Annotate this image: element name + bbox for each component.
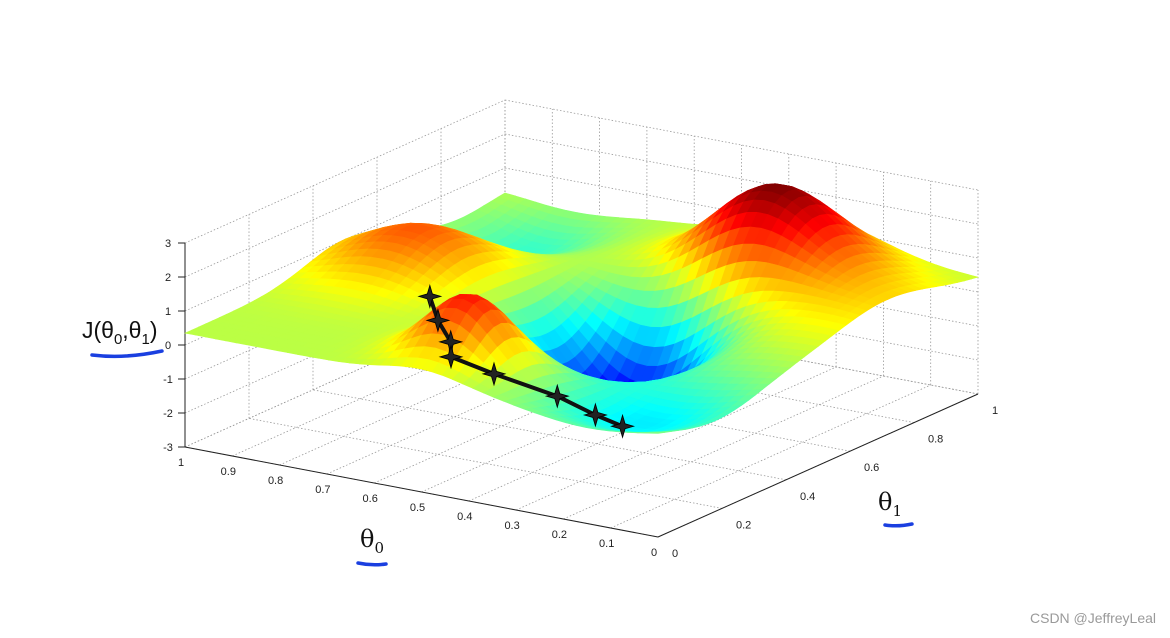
theta0-tick-label: 0.6 <box>363 493 378 505</box>
theta0-tick-label: 0.5 <box>410 502 425 514</box>
theta0-tick-label: 0.3 <box>504 520 519 532</box>
grid-line <box>515 366 837 511</box>
theta0-tick-label: 0.8 <box>268 475 283 487</box>
x-axis-label: θ0 <box>360 525 384 557</box>
y-axis-label: θ1 <box>878 488 902 520</box>
cost-surface <box>183 183 980 434</box>
grid-line <box>232 312 553 457</box>
theta1-tick-label: 0.8 <box>928 434 943 446</box>
z-tick-label: -3 <box>163 442 173 454</box>
theta1-tick-label: 0.6 <box>864 462 879 474</box>
grid-line <box>184 133 506 278</box>
z-tick-label: -2 <box>163 408 173 420</box>
z-tick-label: 3 <box>165 238 171 250</box>
grid-line <box>326 330 648 475</box>
theta0-axis-line <box>184 446 659 538</box>
z-tick-label: 0 <box>165 340 171 352</box>
grid-line <box>184 303 506 448</box>
z-axis-label: J(θ0,θ1) <box>82 317 158 348</box>
grid-line <box>610 384 931 529</box>
grid-line <box>563 375 884 520</box>
z-tick-label: -1 <box>163 374 173 386</box>
theta0-tick-label: 0.2 <box>552 529 567 541</box>
z-tick-label: 1 <box>165 306 171 318</box>
theta1-axis-line <box>657 393 979 538</box>
tick-labels: 3 2 1 0 -1 -2 -3 1 0.9 0.8 0.7 0.6 0.5 0.4 0.3 0.2 0.1 0 0… <box>163 238 998 560</box>
descent-step-marker <box>544 383 570 409</box>
grid-line <box>279 321 600 466</box>
theta0-tick-label: 0 <box>651 547 657 559</box>
descent-step-marker <box>438 344 464 370</box>
descent-step-marker <box>425 307 451 333</box>
y-label-underline <box>883 522 914 528</box>
descent-step-marker <box>481 361 507 387</box>
theta0-tick-label: 1 <box>178 457 184 469</box>
surface-patch <box>647 432 666 434</box>
z-label-underline <box>90 349 164 359</box>
gradient-descent-path <box>417 283 635 439</box>
theta0-tick-label: 0.4 <box>457 511 472 523</box>
theta1-tick-label: 1 <box>992 405 998 417</box>
z-tick-label: 2 <box>165 272 171 284</box>
theta1-tick-label: 0 <box>672 548 678 560</box>
theta0-tick-label: 0.7 <box>315 484 330 496</box>
descent-step-marker <box>417 283 443 309</box>
theta1-tick-label: 0.2 <box>736 519 751 531</box>
theta0-tick-label: 0.1 <box>599 538 614 550</box>
watermark: CSDN @JeffreyLeal <box>1030 610 1156 626</box>
descent-step-marker <box>582 402 608 428</box>
grid-line <box>184 99 506 244</box>
x-label-underline <box>356 561 388 567</box>
theta0-tick-label: 0.9 <box>221 466 236 478</box>
theta1-tick-label: 0.4 <box>800 491 815 503</box>
descent-step-marker <box>610 413 635 439</box>
